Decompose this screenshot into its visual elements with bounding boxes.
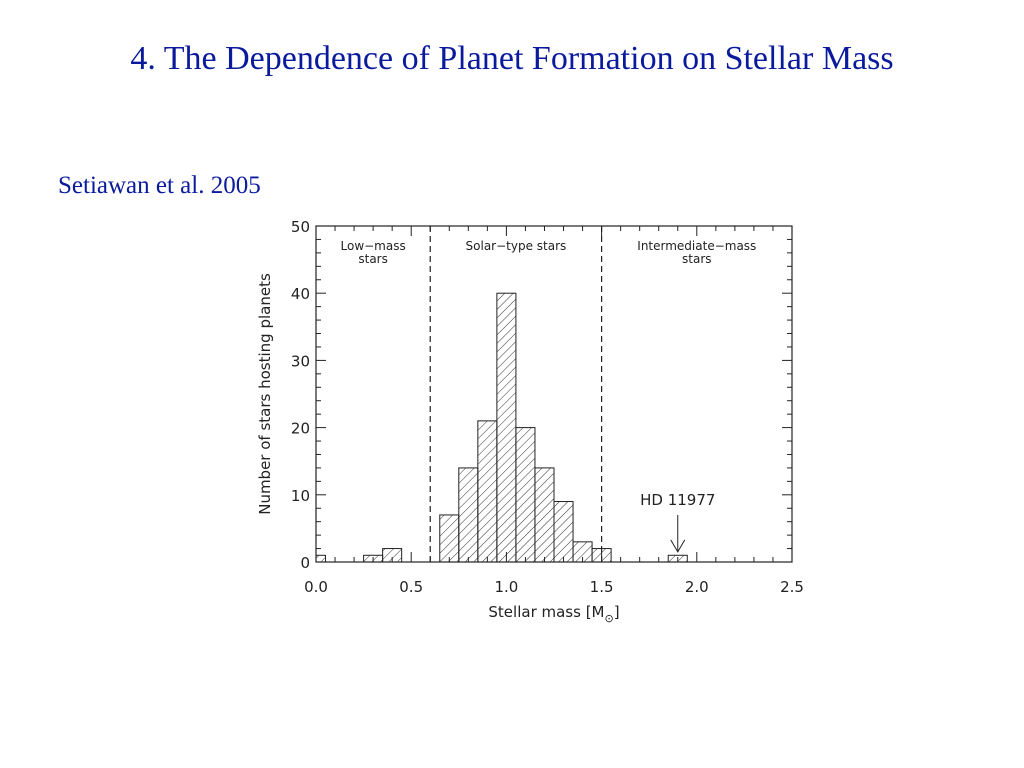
y-axis-label: Number of stars hosting planets [256,273,274,515]
y-tick-label: 30 [291,352,310,370]
citation: Setiawan et al. 2005 [58,172,261,199]
histogram-bar [458,467,479,563]
histogram-bar [315,554,327,563]
y-tick-label: 0 [300,554,310,572]
plot-frame [315,225,793,563]
region-label: Solar−type stars [466,239,567,253]
histogram-bar [439,514,460,563]
histogram-bar [496,292,517,563]
region-label: stars [682,252,712,266]
x-tick-label: 1.0 [494,578,518,596]
region-label: Intermediate−mass [637,239,756,253]
x-tick-label: 1.5 [590,578,614,596]
x-axis-label: Stellar mass [M⊙] [488,603,619,625]
histogram-bar [515,427,536,563]
y-tick-label: 40 [291,285,310,303]
slide-title: 4. The Dependence of Planet Formation on… [130,40,894,77]
x-tick-label: 0.0 [304,578,328,596]
histogram-bar [553,501,574,563]
annotation-label: HD 11977 [640,491,715,509]
y-tick-label: 20 [291,420,310,438]
y-tick-label: 50 [291,218,310,236]
histogram-bar [534,467,555,563]
region-label: stars [358,252,388,266]
x-tick-label: 0.5 [399,578,423,596]
x-tick-label: 2.0 [685,578,709,596]
y-tick-label: 10 [291,487,310,505]
region-label: Low−mass [341,239,406,253]
x-tick-label: 2.5 [780,578,804,596]
annotation-arrowhead [670,539,686,553]
histogram-bar [477,420,498,563]
